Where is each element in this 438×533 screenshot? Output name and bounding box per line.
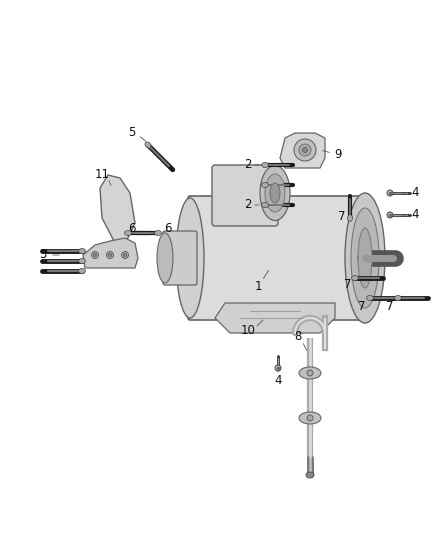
Ellipse shape (351, 208, 379, 308)
Ellipse shape (347, 214, 353, 222)
Text: 11: 11 (95, 168, 110, 182)
Ellipse shape (93, 254, 96, 256)
Ellipse shape (265, 174, 285, 212)
Polygon shape (215, 303, 335, 333)
Ellipse shape (294, 139, 316, 161)
Text: 4: 4 (274, 375, 282, 387)
Ellipse shape (145, 142, 151, 148)
Text: 7: 7 (344, 279, 352, 292)
FancyBboxPatch shape (212, 165, 278, 226)
Text: 2: 2 (244, 198, 252, 212)
Text: 8: 8 (294, 330, 302, 343)
Ellipse shape (176, 198, 204, 318)
Ellipse shape (307, 370, 313, 376)
Ellipse shape (106, 252, 113, 259)
Ellipse shape (299, 367, 321, 379)
Text: 6: 6 (164, 222, 172, 235)
Text: 2: 2 (244, 158, 252, 172)
Ellipse shape (387, 212, 393, 218)
Ellipse shape (367, 295, 374, 301)
Ellipse shape (358, 228, 372, 288)
Polygon shape (83, 238, 138, 268)
Ellipse shape (387, 190, 393, 196)
Ellipse shape (155, 230, 162, 236)
FancyBboxPatch shape (188, 196, 367, 320)
Ellipse shape (157, 233, 173, 283)
Ellipse shape (124, 230, 131, 236)
Ellipse shape (303, 148, 307, 152)
Text: 5: 5 (128, 126, 136, 140)
Ellipse shape (78, 248, 85, 254)
Text: 1: 1 (254, 279, 262, 293)
Ellipse shape (260, 166, 290, 221)
Ellipse shape (261, 163, 268, 167)
Polygon shape (280, 133, 325, 168)
Ellipse shape (299, 412, 321, 424)
Text: 7: 7 (338, 211, 346, 223)
Text: 7: 7 (386, 300, 394, 312)
Text: 4: 4 (411, 208, 419, 222)
Text: 6: 6 (128, 222, 136, 235)
Text: 10: 10 (240, 325, 255, 337)
Ellipse shape (78, 269, 85, 273)
Ellipse shape (275, 365, 281, 371)
Text: 9: 9 (334, 149, 342, 161)
Ellipse shape (307, 415, 313, 421)
Text: 7: 7 (358, 300, 366, 312)
Ellipse shape (270, 183, 280, 203)
Ellipse shape (395, 295, 402, 301)
Text: 4: 4 (411, 187, 419, 199)
Ellipse shape (78, 259, 85, 263)
Ellipse shape (109, 254, 112, 256)
Ellipse shape (345, 193, 385, 323)
Ellipse shape (306, 472, 314, 478)
Ellipse shape (121, 252, 128, 259)
Ellipse shape (261, 182, 268, 188)
Ellipse shape (92, 252, 99, 259)
Ellipse shape (299, 144, 311, 156)
Ellipse shape (352, 276, 358, 280)
Ellipse shape (261, 203, 268, 207)
Polygon shape (100, 175, 135, 243)
Ellipse shape (124, 254, 127, 256)
FancyBboxPatch shape (163, 231, 197, 285)
Text: 3: 3 (39, 248, 47, 262)
